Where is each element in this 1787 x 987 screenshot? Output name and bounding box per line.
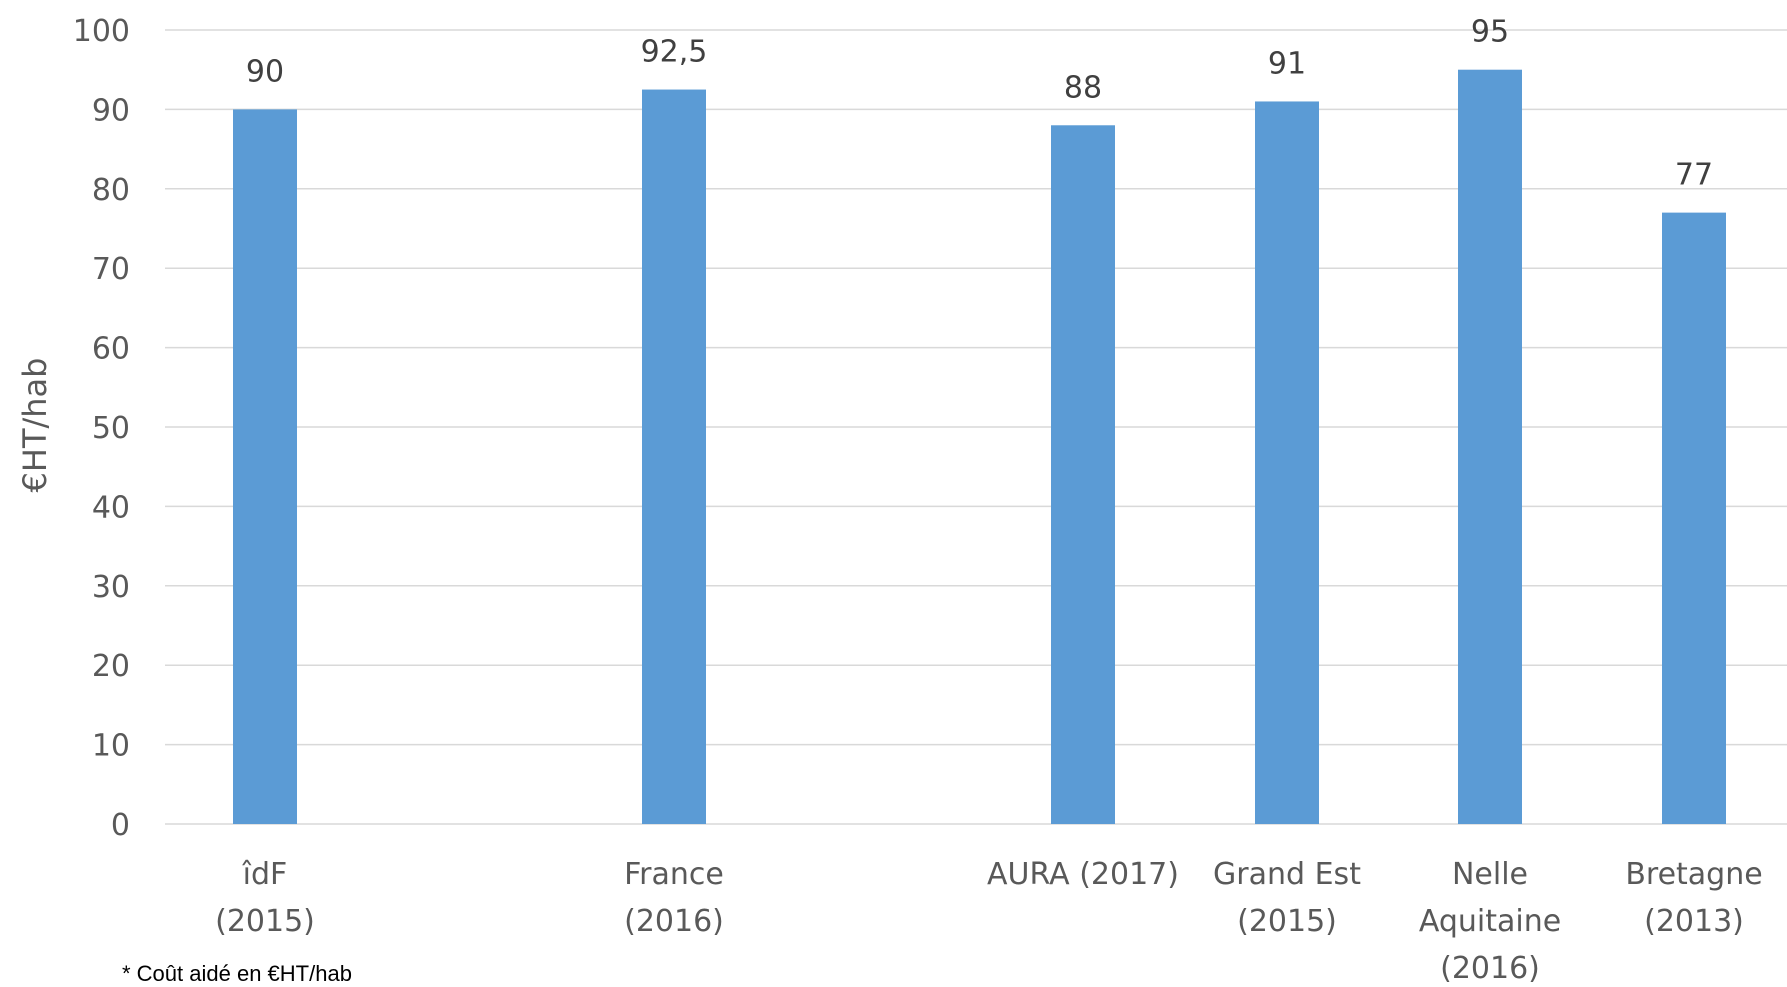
data-label: 92,5 [641,35,708,70]
x-category-label: Grand Est (2015) [1213,857,1361,939]
x-category-label: France (2016) [624,857,724,939]
data-label: 88 [1064,70,1102,105]
x-category-label: AURA (2017) [987,857,1179,892]
y-tick-label: 10 [92,729,130,764]
y-tick-label: 20 [92,649,130,684]
data-label: 77 [1675,158,1713,193]
y-axis-ticks: 0 10 20 30 40 50 60 70 80 90 100 [73,14,130,843]
y-tick-label: 100 [73,14,130,49]
y-tick-label: 30 [92,570,130,605]
y-tick-label: 40 [92,490,130,525]
data-labels: 90 92,5 88 91 95 77 [246,15,1713,193]
bar [1458,69,1522,824]
y-tick-label: 70 [92,252,130,287]
x-category-label: Nelle Aquitaine (2016) [1419,857,1561,986]
y-tick-label: 80 [92,173,130,208]
bar [1051,125,1115,824]
y-tick-label: 0 [111,808,130,843]
x-category-label: îdF (2015) [215,857,315,939]
y-axis-label: €HT/hab [16,358,54,493]
data-label: 90 [246,54,284,89]
data-label: 91 [1268,46,1306,81]
bar [1662,212,1726,824]
data-label: 95 [1471,15,1509,50]
x-category-label: Bretagne (2013) [1625,857,1762,939]
y-tick-label: 60 [92,332,130,367]
bar [1255,101,1319,824]
footnote: * Coût aidé en €HT/hab [122,961,352,986]
y-tick-label: 90 [92,93,130,128]
bar [642,89,706,825]
bar [233,109,297,824]
gridlines [165,29,1787,825]
x-axis-categories: îdF (2015) France (2016) AURA (2017) Grand Es… [215,857,1763,986]
y-tick-label: 50 [92,411,130,446]
bars [233,69,1726,825]
